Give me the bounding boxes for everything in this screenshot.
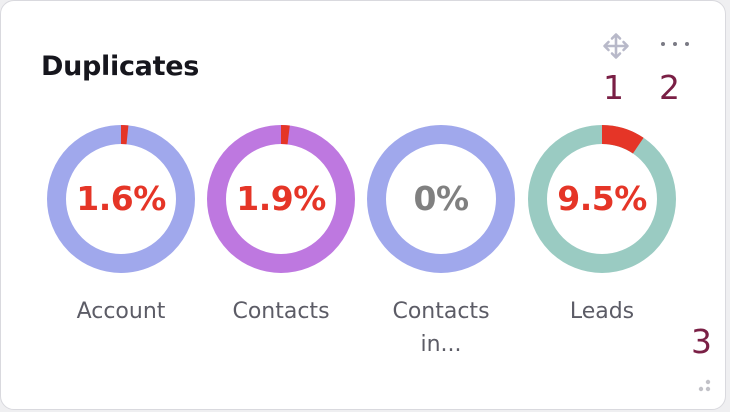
label-line: Leads <box>569 299 635 324</box>
donut-contacts[interactable]: 1.9% <box>207 125 355 273</box>
donut-percent: 0% <box>413 179 469 218</box>
donut-label-contacts-in: Contacts in... <box>361 295 521 361</box>
annotation-1: 1 <box>603 68 624 107</box>
donut-label-account: Account <box>41 295 201 328</box>
donut-label-contacts: Contacts <box>201 295 361 328</box>
label-line: Contacts <box>392 299 490 324</box>
label-line-2: in... <box>420 332 462 357</box>
donut-value-arc <box>601 125 644 154</box>
donut-percent: 9.5% <box>557 179 647 218</box>
donut-ring <box>367 125 515 273</box>
label-line: Contacts <box>232 299 330 324</box>
donut-account[interactable]: 1.6% <box>47 125 195 273</box>
donut-percent: 1.9% <box>236 179 326 218</box>
label-line: Account <box>76 299 166 324</box>
annotation-3: 3 <box>691 322 712 361</box>
widget-title: Duplicates <box>41 51 199 82</box>
donut-label-leads: Leads <box>522 295 682 328</box>
annotation-2: 2 <box>659 68 680 107</box>
donut-contacts-in[interactable]: 0% <box>367 125 515 273</box>
more-horizontal-icon[interactable] <box>657 31 693 57</box>
resize-grip-icon[interactable] <box>694 377 714 397</box>
donut-leads[interactable]: 9.5% <box>528 125 676 273</box>
move-icon[interactable] <box>601 31 631 61</box>
donut-percent: 1.6% <box>76 179 166 218</box>
